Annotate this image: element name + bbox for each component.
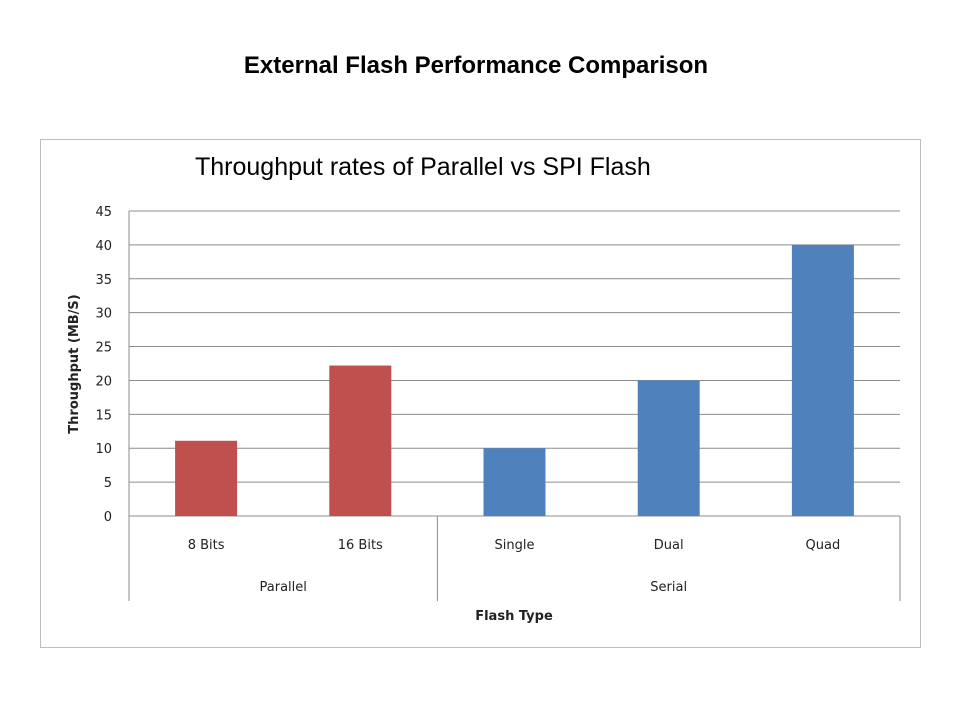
x-tick-label: Dual bbox=[654, 538, 684, 553]
x-tick-label: Quad bbox=[806, 538, 841, 553]
bar bbox=[483, 448, 546, 516]
y-tick-label: 40 bbox=[95, 239, 112, 254]
y-tick-label: 20 bbox=[95, 374, 112, 389]
bar bbox=[329, 365, 392, 516]
y-tick-label: 45 bbox=[95, 205, 112, 220]
y-tick-label: 10 bbox=[95, 442, 112, 457]
y-axis-label: Throughput (MB/S) bbox=[67, 294, 82, 433]
bar bbox=[175, 440, 238, 516]
y-tick-label: 15 bbox=[95, 408, 112, 423]
y-tick-label: 30 bbox=[95, 307, 112, 322]
bar bbox=[791, 244, 854, 516]
chart-title: Throughput rates of Parallel vs SPI Flas… bbox=[195, 153, 651, 181]
group-label: Parallel bbox=[260, 580, 307, 595]
y-tick-label: 5 bbox=[104, 476, 112, 491]
y-tick-label: 25 bbox=[95, 341, 112, 356]
slide-title: External Flash Performance Comparison bbox=[243, 52, 709, 79]
group-label: Serial bbox=[650, 580, 687, 595]
bar bbox=[637, 380, 700, 516]
y-tick-label: 35 bbox=[95, 273, 112, 288]
x-tick-label: 8 Bits bbox=[188, 538, 225, 553]
x-tick-label: Single bbox=[495, 538, 535, 553]
chart-frame bbox=[40, 139, 921, 648]
x-axis-label: Flash Type bbox=[475, 609, 553, 624]
y-tick-label: 0 bbox=[104, 510, 112, 525]
x-tick-label: 16 Bits bbox=[338, 538, 383, 553]
